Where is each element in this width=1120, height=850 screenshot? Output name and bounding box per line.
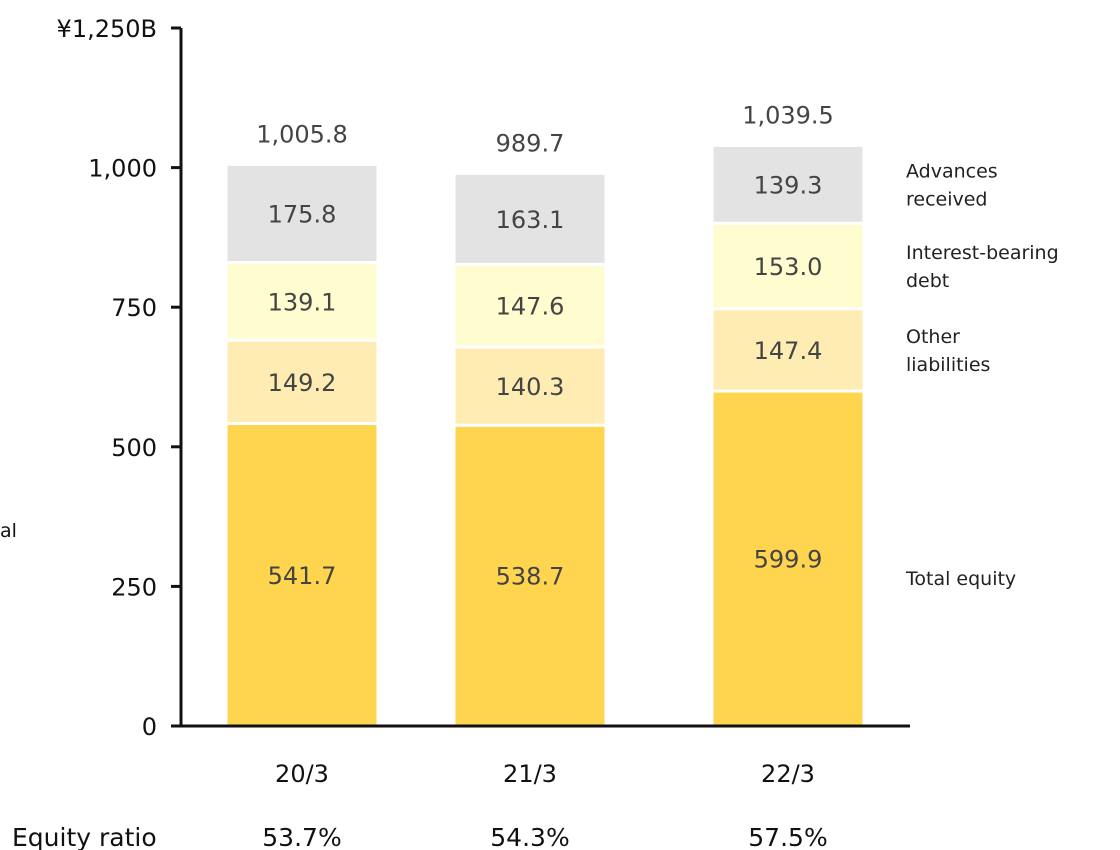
category-label: 21/3 [503, 760, 557, 788]
bar-segment [710, 221, 866, 311]
segment-value-label: 147.6 [496, 293, 565, 321]
bar-segment [224, 338, 380, 426]
bar-segment [224, 162, 380, 265]
equity-ratio-value: 57.5% [748, 823, 827, 850]
segment-value-label: 140.3 [496, 373, 565, 401]
cut-off-label: al [0, 520, 17, 542]
segment-value-label: 175.8 [268, 200, 337, 228]
y-tick-label: ¥1,250B [57, 15, 157, 43]
y-tick-label: 250 [111, 573, 157, 601]
segment-value-label: 139.1 [268, 288, 337, 316]
bar-segment [452, 171, 608, 266]
equity-ratio-value: 54.3% [490, 823, 569, 850]
total-value-label: 1,005.8 [256, 120, 348, 148]
segment-value-label: 538.7 [496, 563, 565, 591]
bars-group [224, 143, 866, 728]
legend-entry: Advances received [906, 160, 998, 210]
segment-value-label: 541.7 [268, 562, 337, 590]
equity-ratio-label: Equity ratio [12, 823, 157, 850]
bar-segment [710, 143, 866, 225]
bar-segment [710, 307, 866, 393]
y-tick-label: 1,000 [88, 155, 157, 183]
y-tick-label: 750 [111, 294, 157, 322]
segment-value-label: 139.3 [754, 171, 823, 199]
legend-entry: Total equity [905, 568, 1016, 590]
bar-segment [452, 262, 608, 349]
axes-group: 0 250 500 750 1,000 ¥1,250B [57, 15, 910, 741]
legend-line: Advances [906, 160, 998, 182]
legend-line: Other [906, 326, 960, 348]
legend-entry: Other liabilities [906, 326, 990, 376]
segment-value-label: 147.4 [754, 337, 823, 365]
bar-segment [224, 422, 380, 728]
legend-entry: Interest-bearing debt [906, 242, 1059, 292]
legend-line: Total equity [905, 568, 1016, 590]
y-tick-label: 500 [111, 434, 157, 462]
segment-value-label: 153.0 [754, 253, 823, 281]
y-tick-label: 0 [142, 713, 157, 741]
total-value-label: 1,039.5 [742, 101, 834, 129]
category-label: 22/3 [761, 760, 815, 788]
labels-group: 541.7 149.2 139.1 175.8 1,005.8 20/3 538.7 140.… [256, 101, 834, 788]
total-value-label: 989.7 [496, 129, 565, 157]
legend-line: debt [906, 270, 949, 292]
equity-ratio-value: 53.7% [262, 823, 341, 850]
segment-value-label: 149.2 [268, 369, 337, 397]
category-label: 20/3 [275, 760, 329, 788]
legend-line: received [906, 188, 988, 210]
legend-line: liabilities [906, 354, 990, 376]
legend-line: Interest-bearing [906, 242, 1059, 264]
segment-value-label: 163.1 [496, 206, 565, 234]
equity-ratio-row: Equity ratio 53.7% 54.3% 57.5% [12, 823, 828, 850]
legend-group: Total equity Other liabilities Interest-bea… [905, 160, 1059, 590]
bar-segment [452, 345, 608, 427]
segment-value-label: 599.9 [754, 546, 823, 574]
